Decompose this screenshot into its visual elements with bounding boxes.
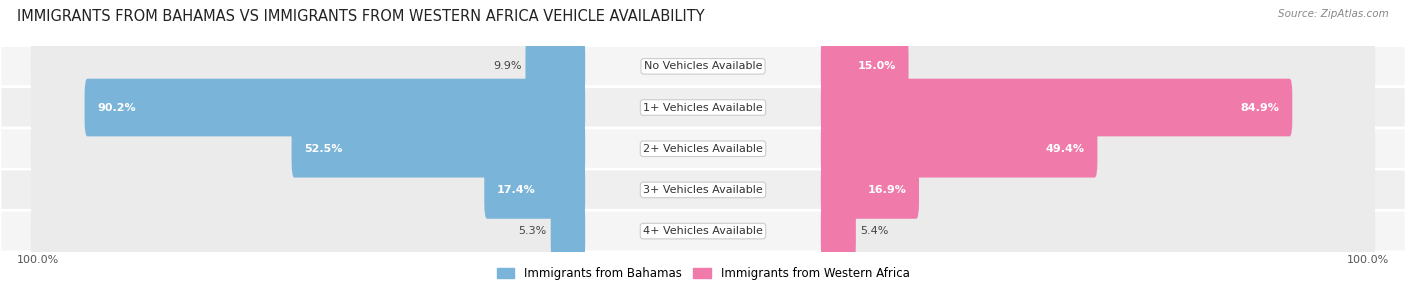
FancyBboxPatch shape — [0, 45, 1406, 87]
Text: 5.4%: 5.4% — [860, 226, 889, 236]
Text: IMMIGRANTS FROM BAHAMAS VS IMMIGRANTS FROM WESTERN AFRICA VEHICLE AVAILABILITY: IMMIGRANTS FROM BAHAMAS VS IMMIGRANTS FR… — [17, 9, 704, 23]
FancyBboxPatch shape — [526, 37, 585, 95]
Text: 100.0%: 100.0% — [17, 255, 59, 265]
Text: 17.4%: 17.4% — [496, 185, 536, 195]
FancyBboxPatch shape — [31, 120, 585, 178]
FancyBboxPatch shape — [821, 202, 856, 260]
Text: 16.9%: 16.9% — [868, 185, 907, 195]
FancyBboxPatch shape — [0, 169, 1406, 211]
FancyBboxPatch shape — [821, 161, 1375, 219]
FancyBboxPatch shape — [551, 202, 585, 260]
Text: 3+ Vehicles Available: 3+ Vehicles Available — [643, 185, 763, 195]
FancyBboxPatch shape — [31, 161, 585, 219]
Text: No Vehicles Available: No Vehicles Available — [644, 61, 762, 71]
Text: 84.9%: 84.9% — [1240, 103, 1279, 112]
Text: 9.9%: 9.9% — [494, 61, 522, 71]
FancyBboxPatch shape — [821, 161, 920, 219]
Text: 5.3%: 5.3% — [519, 226, 547, 236]
Text: 2+ Vehicles Available: 2+ Vehicles Available — [643, 144, 763, 154]
FancyBboxPatch shape — [291, 120, 585, 178]
FancyBboxPatch shape — [821, 120, 1375, 178]
FancyBboxPatch shape — [484, 161, 585, 219]
FancyBboxPatch shape — [821, 79, 1292, 136]
FancyBboxPatch shape — [31, 37, 585, 95]
FancyBboxPatch shape — [0, 210, 1406, 252]
FancyBboxPatch shape — [821, 120, 1098, 178]
FancyBboxPatch shape — [821, 202, 1375, 260]
FancyBboxPatch shape — [821, 37, 1375, 95]
Text: 49.4%: 49.4% — [1046, 144, 1084, 154]
Text: Source: ZipAtlas.com: Source: ZipAtlas.com — [1278, 9, 1389, 19]
FancyBboxPatch shape — [31, 79, 585, 136]
FancyBboxPatch shape — [821, 79, 1375, 136]
FancyBboxPatch shape — [0, 87, 1406, 128]
Text: 1+ Vehicles Available: 1+ Vehicles Available — [643, 103, 763, 112]
FancyBboxPatch shape — [84, 79, 585, 136]
FancyBboxPatch shape — [0, 128, 1406, 170]
Legend: Immigrants from Bahamas, Immigrants from Western Africa: Immigrants from Bahamas, Immigrants from… — [496, 267, 910, 280]
Text: 52.5%: 52.5% — [304, 144, 343, 154]
Text: 4+ Vehicles Available: 4+ Vehicles Available — [643, 226, 763, 236]
FancyBboxPatch shape — [31, 202, 585, 260]
FancyBboxPatch shape — [821, 37, 908, 95]
Text: 15.0%: 15.0% — [858, 61, 896, 71]
Text: 90.2%: 90.2% — [97, 103, 136, 112]
Text: 100.0%: 100.0% — [1347, 255, 1389, 265]
